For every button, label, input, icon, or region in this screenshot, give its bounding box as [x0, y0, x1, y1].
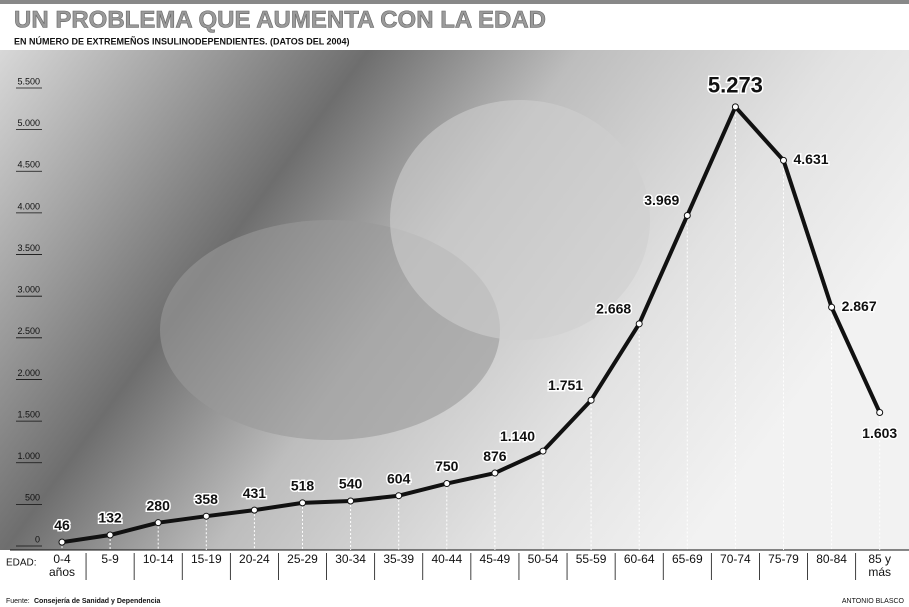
value-label: 46: [54, 517, 70, 533]
data-point: [828, 303, 836, 311]
chart-subtitle: EN NÚMERO DE EXTREMEÑOS INSULINODEPENDIE…: [14, 35, 350, 46]
data-line: [61, 104, 882, 545]
y-tick-label: 3.500: [17, 243, 40, 253]
data-point: [731, 103, 739, 111]
x-tick-label: 75-79: [768, 552, 799, 566]
x-tick-label: 80-84: [816, 552, 847, 566]
y-tick-label: 4.000: [17, 201, 40, 211]
data-point: [876, 409, 884, 417]
value-label: 3.969: [644, 192, 679, 208]
x-tick-label: 20-24: [239, 552, 270, 566]
value-label: 540: [339, 476, 363, 492]
value-label: 1.603: [862, 425, 897, 441]
data-point: [443, 480, 451, 488]
data-point: [202, 512, 210, 520]
y-tick-label: 500: [25, 493, 40, 503]
data-point: [780, 156, 787, 164]
x-tick-label: 35-39: [383, 552, 415, 566]
x-tick-label: 40-44: [431, 552, 463, 566]
x-axis-title: EDAD:: [6, 558, 37, 569]
x-tick-label: 15-19: [190, 552, 222, 566]
value-label: 431: [243, 485, 267, 501]
value-label: 280: [147, 497, 171, 513]
value-label: 2.668: [596, 301, 631, 317]
x-tick-label: 85 y más: [868, 552, 892, 579]
x-tick-label: 25-29: [287, 552, 318, 566]
y-tick-label: 4.500: [17, 160, 40, 170]
value-label: 2.867: [842, 298, 877, 314]
x-tick-label: 5-9: [101, 552, 119, 566]
data-point: [635, 320, 643, 328]
y-tick-label: 2.000: [17, 368, 40, 378]
x-axis-band: [0, 550, 909, 588]
y-tick-label: 3.000: [17, 285, 40, 295]
y-tick-label: 1.000: [17, 451, 40, 461]
x-tick-label: 55-59: [575, 552, 607, 566]
data-point: [587, 396, 595, 404]
y-tick-label: 1.500: [17, 409, 40, 419]
value-label: 132: [98, 510, 122, 526]
y-tick-label: 5.500: [17, 76, 40, 86]
data-point: [347, 497, 355, 505]
x-tick-label: 45-49: [479, 552, 511, 566]
top-rule: [0, 0, 909, 4]
data-point: [154, 519, 162, 527]
y-tick-label: 0: [35, 534, 40, 544]
photo-hand: [390, 100, 650, 340]
x-tick-label: 0-4 años: [48, 552, 76, 579]
data-point: [106, 531, 114, 539]
chart-title: UN PROBLEMA QUE AUMENTA CON LA EDAD: [14, 6, 546, 33]
x-tick-label: 50-54: [527, 552, 559, 566]
value-label: 518: [291, 478, 315, 494]
data-point: [58, 538, 66, 546]
x-tick-label: 10-14: [142, 552, 174, 566]
value-label: 604: [387, 470, 411, 486]
value-label: 1.140: [500, 428, 535, 444]
data-point: [491, 469, 499, 477]
value-label: 750: [435, 458, 459, 474]
source-label: Fuente:: [6, 598, 30, 605]
value-label: 358: [195, 491, 219, 507]
x-tick-label: 65-69: [671, 552, 703, 566]
x-tick-label: 30-34: [335, 552, 366, 566]
data-point: [683, 211, 691, 219]
data-point: [395, 492, 403, 500]
data-point: [299, 499, 306, 507]
source: Consejería de Sanidad y Dependencia: [34, 598, 161, 605]
data-point: [250, 506, 258, 514]
value-label: 1.751: [548, 377, 583, 393]
value-label: 5.273: [708, 73, 763, 98]
data-point: [539, 447, 547, 455]
y-tick-label: 2.500: [17, 326, 40, 336]
x-tick-label: 70-74: [720, 552, 751, 566]
value-label: 4.631: [794, 151, 829, 167]
credit: ANTONIO BLASCO: [842, 598, 905, 605]
value-label: 876: [483, 448, 507, 464]
x-tick-label: 60-64: [623, 552, 655, 566]
y-tick-label: 5.000: [17, 118, 40, 128]
